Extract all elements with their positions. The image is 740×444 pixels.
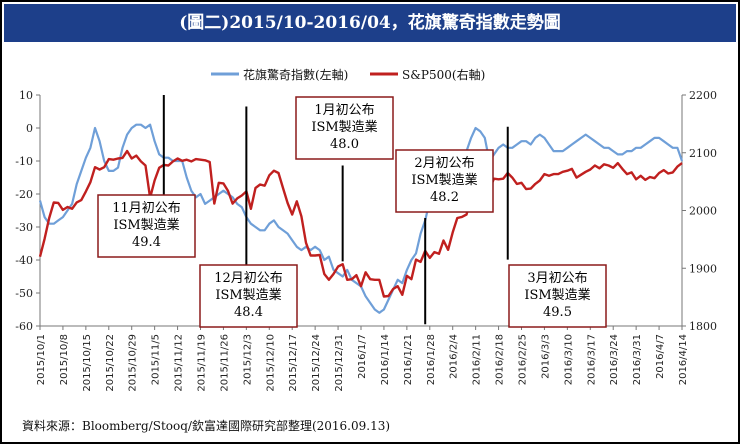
annotation-text: 11月初公布 [112,201,181,216]
x-tick-label: 2016/1/14 [380,334,391,385]
left-tick-label: -20 [15,188,33,201]
title-bar: (圖二)2015/10-2016/04，花旗驚奇指數走勢圖 [4,4,736,42]
x-tick-label: 2016/2/4 [449,334,460,379]
x-tick-label: 2016/3/31 [632,334,643,385]
source-note: 資料來源：Bloomberg/Stooq/欽富達國際研究部整理(2016.09.… [22,419,391,433]
x-tick-label: 2016/2/18 [495,334,506,385]
x-tick-label: 2016/3/3 [540,334,551,379]
left-tick-label: -60 [15,320,33,333]
right-tick-label: 2000 [689,205,717,218]
annotation-text: 1月初公布 [314,103,374,118]
annotation-box [199,264,298,328]
x-tick-label: 2015/12/24 [311,334,322,392]
annotation-box [395,149,494,213]
annotation-box [295,96,394,160]
x-tick-label: 2016/2/11 [472,334,483,385]
left-tick-label: -40 [15,254,33,267]
annotation-text: ISM製造業 [113,217,179,233]
left-tick-label: -30 [15,221,33,234]
x-tick-label: 2015/10/22 [105,334,116,392]
right-tick-label: 1800 [689,320,717,333]
annotation-box [508,264,607,328]
legend-citi-label: 花旗驚奇指數(左軸) [243,67,348,82]
annotation-text: 48.4 [234,305,263,320]
x-tick-label: 2015/10/8 [59,334,70,385]
annotation-text: ISM製造業 [411,172,477,188]
x-tick-label: 2015/12/31 [334,334,345,392]
annotation-text: ISM製造業 [311,119,377,135]
x-tick-label: 2015/11/26 [219,334,230,392]
legend: 花旗驚奇指數(左軸) S&P500(右軸) [211,67,485,82]
right-tick-label: 2100 [689,147,717,160]
x-tick-label: 2016/4/14 [678,334,689,385]
x-tick-label: 2015/11/12 [174,334,185,392]
annotation-text: 3月初公布 [527,271,587,286]
chart-series-lines [38,123,684,314]
x-tick-label: 2016/2/25 [518,334,529,385]
legend-sp500-label: S&P500(右軸) [402,67,485,82]
x-tick-label: 2015/11/5 [151,334,162,385]
annotation-text: 49.5 [543,305,572,320]
x-tick-label: 2015/12/17 [288,334,299,392]
right-tick-label: 2200 [689,89,717,102]
x-tick-label: 2016/1/7 [357,334,368,379]
chart-title: (圖二)2015/10-2016/04，花旗驚奇指數走勢圖 [179,13,561,33]
annotation-text: 48.0 [330,137,359,152]
annotation-text: 2月初公布 [414,156,474,171]
annotation-box [97,194,196,258]
x-tick-label: 2015/12/10 [265,334,276,392]
annotation-text: ISM製造業 [524,287,590,303]
x-tick-label: 2015/10/29 [128,334,139,392]
x-tick-label: 2016/1/28 [426,334,437,385]
left-tick-label: 10 [19,89,33,102]
x-tick-label: 2015/12/3 [242,334,253,385]
x-tick-label: 2016/3/17 [586,334,597,385]
sp500-line [38,149,683,298]
chart-plot: 花旗驚奇指數(左軸) S&P500(右軸) 10 0 -10 -20 -30 -40 -50 -… [15,67,717,392]
left-tick-label: 0 [26,122,33,135]
annotation-text: 12月初公布 [214,271,283,286]
x-tick-label: 2016/1/21 [403,334,414,385]
x-tick-label: 2015/10/15 [82,334,93,392]
annotation-text: 48.2 [430,190,459,205]
x-tick-label: 2016/4/7 [655,334,666,379]
left-tick-label: -10 [15,155,33,168]
annotation-text: ISM製造業 [215,287,281,303]
x-tick-label: 2016/3/10 [563,334,574,385]
x-tick-label: 2016/3/24 [609,334,620,385]
left-tick-label: -50 [15,287,33,300]
annotation-text: 49.4 [132,235,161,250]
right-tick-label: 1900 [689,262,717,275]
x-tick-label: 2015/11/19 [197,334,208,392]
x-tick-label: 2015/10/1 [36,334,47,385]
annotation-boxes: 11月初公布ISM製造業49.412月初公布ISM製造業48.41月初公布ISM… [97,96,607,328]
